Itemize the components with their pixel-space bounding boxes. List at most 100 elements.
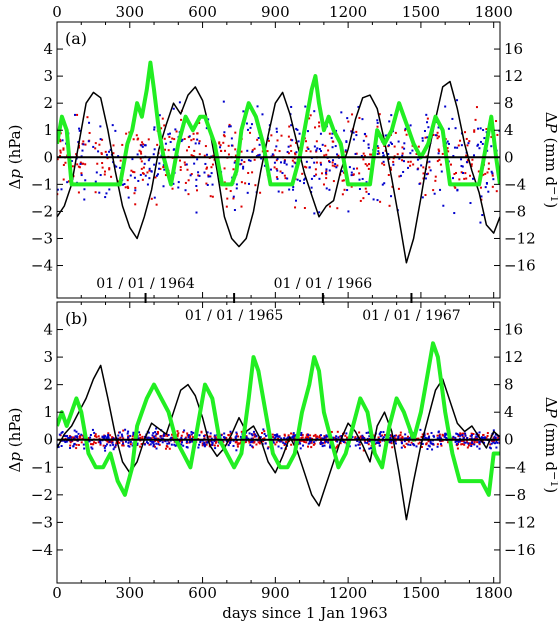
data-point [425,113,428,116]
data-point [477,127,480,130]
data-point [336,164,339,167]
data-point [187,436,190,439]
data-point [261,431,264,434]
data-point [330,136,333,139]
data-point [460,165,463,168]
data-point [346,436,349,439]
data-point [293,439,296,442]
data-point [129,440,132,443]
data-point [469,174,472,177]
data-point [109,148,112,151]
data-point [492,440,495,443]
data-point [382,154,385,157]
data-point [164,142,167,145]
data-point [279,161,282,164]
data-point [479,140,482,143]
data-point [190,437,193,440]
data-point [328,188,331,191]
x-tick-label-top: 900 [261,3,290,21]
data-point [454,127,457,130]
data-point [263,430,266,433]
data-point [264,434,267,437]
data-point [163,434,166,437]
y-tick-label-left: −2 [31,486,53,504]
plot-area [57,60,500,264]
data-point [230,437,233,440]
data-point [473,130,476,133]
data-point [404,433,407,436]
data-point [475,106,478,109]
data-point [315,140,318,143]
data-point [493,442,496,445]
data-point [94,142,97,145]
data-point [438,433,441,436]
data-point [104,449,107,452]
y-tick-label-left: −4 [31,541,53,559]
data-point [377,150,380,153]
y-tick-label-right: 0 [504,431,514,449]
data-point [452,435,455,438]
data-point [279,170,282,173]
data-point [283,443,286,446]
data-point [289,138,292,141]
data-point [258,442,261,445]
data-point [263,164,266,167]
data-point [398,157,401,160]
data-point [321,437,324,440]
data-point [97,441,100,444]
data-point [303,441,306,444]
data-point [436,445,439,448]
data-point [153,126,156,129]
data-point [114,444,117,447]
data-point [457,144,460,147]
data-point [486,171,489,174]
data-point [452,154,455,157]
data-point [108,188,111,191]
data-point [361,118,364,121]
data-point [60,444,63,447]
data-point [465,154,468,157]
data-point [328,205,331,208]
data-point [259,191,262,194]
data-point [363,154,366,157]
data-point [156,173,159,176]
data-point [351,113,354,116]
data-point [358,178,361,181]
data-point [68,437,71,440]
data-point [211,195,214,198]
data-point [320,163,323,166]
data-point [154,434,157,437]
x-tick-label: 900 [261,584,290,602]
data-point [76,113,79,116]
data-point [111,124,114,127]
data-point [397,435,400,438]
data-point [421,137,424,140]
data-point [363,439,366,442]
data-point [166,442,169,445]
data-point [204,444,207,447]
data-point [253,147,256,150]
data-point [470,443,473,446]
data-point [198,121,201,124]
data-point [482,173,485,176]
data-point [153,445,156,448]
data-point [397,187,400,190]
y-tick-label-left: 1 [43,403,53,421]
data-point [121,444,124,447]
data-point [383,145,386,148]
data-point [367,143,370,146]
data-point [138,431,141,434]
data-point [491,185,494,188]
data-point [340,111,343,114]
data-point [60,188,63,191]
data-point [258,153,261,156]
x-axis-label: days since 1 Jan 1963 [222,604,388,622]
data-point [460,440,463,443]
data-point [443,435,446,438]
data-point [210,166,213,169]
data-point [95,436,98,439]
data-point [472,432,475,435]
data-point [402,160,405,163]
data-point [335,435,338,438]
data-point [403,437,406,440]
